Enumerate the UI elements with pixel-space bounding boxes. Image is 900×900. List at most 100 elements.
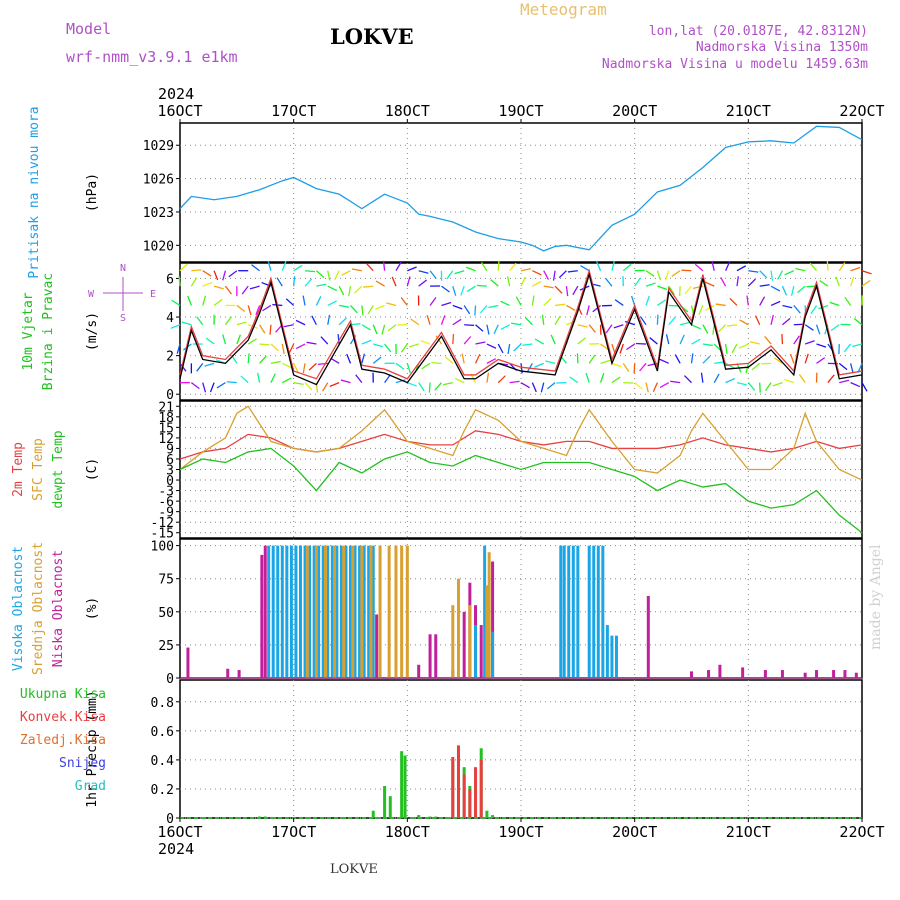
wind-arrow [304, 278, 313, 287]
legend-label-precip: Snijeg [59, 756, 106, 771]
wind-arrow [670, 380, 681, 384]
bar-cloud-high_cloud [610, 635, 614, 678]
bar-cloud-high_cloud [317, 545, 321, 678]
wind-arrow [440, 315, 446, 325]
wind-arrow [475, 324, 484, 332]
bar-cloud-high_cloud [576, 545, 580, 678]
wind-arrow [178, 276, 181, 287]
bar-cloud-mid_cloud [468, 605, 472, 678]
wind-arrow [179, 263, 188, 272]
wind-arrow [736, 265, 747, 272]
wind-arrow [781, 334, 784, 345]
wind-arrow [418, 382, 425, 392]
y-tick-label-temp: 3 [166, 464, 174, 479]
x-tick-label-bottom: 21OCT [726, 823, 771, 841]
wind-arrow [338, 317, 347, 326]
legend-label-pressure: Pritisak na nivou mora [27, 106, 42, 278]
wind-arrow [668, 285, 675, 295]
wind-arrow [452, 285, 457, 296]
y-tick-label-cloud: 100 [151, 540, 174, 555]
wind-arrow [241, 285, 249, 295]
wind-arrow [431, 361, 442, 364]
bar-cloud-high_cloud [483, 545, 487, 678]
wind-arrow [420, 340, 431, 345]
wind-arrow [276, 277, 283, 287]
wind-arrow [497, 375, 506, 384]
wind-arrow [213, 270, 219, 281]
wind-arrow [181, 321, 192, 326]
bar-cloud-high_cloud [312, 545, 316, 678]
wind-arrow [770, 270, 774, 281]
wind-arrow [497, 260, 500, 271]
wind-arrow [213, 285, 224, 290]
wind-arrow [426, 314, 431, 325]
wind-arrow [534, 362, 544, 368]
wind-arrow [441, 285, 450, 293]
wind-arrow [729, 297, 738, 306]
wind-arrow [267, 260, 272, 271]
wind-arrow [507, 343, 511, 355]
bar-cloud-high_cloud [321, 545, 325, 678]
wind-arrow [843, 343, 852, 353]
y-tick-label-cloud: 0 [166, 672, 174, 687]
wind-arrow [205, 337, 215, 345]
wind-arrow [782, 304, 793, 309]
wind-arrow [338, 285, 345, 296]
wind-arrow [269, 324, 272, 335]
wind-arrow [372, 356, 382, 364]
wind-arrow [486, 358, 497, 364]
wind-arrow [531, 382, 537, 393]
wind-arrow [725, 377, 735, 384]
wind-arrow [588, 324, 596, 333]
wind-arrow [509, 380, 520, 384]
wind-arrow [442, 381, 453, 386]
wind-arrow [639, 316, 647, 326]
wind-arrow [355, 374, 363, 384]
bar-cloud-high_cloud [362, 545, 366, 678]
wind-arrow [315, 270, 325, 278]
wind-arrow [382, 260, 386, 271]
wind-arrow [262, 304, 272, 312]
wind-arrow [444, 356, 454, 364]
wind-arrow [463, 336, 472, 345]
wind-arrow [830, 324, 840, 332]
wind-arrow [213, 298, 223, 306]
wind-arrow [630, 295, 636, 306]
wind-arrow [236, 304, 246, 312]
legend-label-cloud: Niska Oblacnost [51, 550, 66, 667]
wind-arrow [236, 321, 247, 326]
bar-cloud-high_cloud [587, 545, 591, 678]
wind-arrow [599, 372, 605, 383]
wind-arrow [466, 285, 476, 293]
wind-arrow [645, 382, 649, 393]
wind-arrow [259, 324, 266, 334]
bar-cloud-low_cloud [718, 664, 722, 678]
legend-label-cloud: Srednja Oblacnost [31, 542, 46, 675]
wind-arrow [304, 270, 316, 273]
wind-arrow [764, 382, 772, 392]
wind-arrow [375, 280, 385, 287]
bar-cloud-high_cloud [367, 545, 371, 678]
wind-arrow [773, 357, 783, 364]
wind-arrow [777, 270, 784, 280]
bar-cloud-low_cloud [854, 672, 858, 678]
wind-arrow [611, 362, 622, 368]
wind-key-label: S [120, 313, 126, 324]
wind-arrow [826, 260, 829, 271]
y-tick-label-temp: 15 [158, 421, 174, 436]
bar-cloud-mid_cloud [333, 545, 337, 678]
wind-arrow [795, 267, 806, 272]
bar-precip-precip_total [400, 751, 404, 818]
bar-cloud-high_cloud [298, 545, 302, 678]
bar-cloud-high_cloud [294, 545, 298, 678]
wind-arrow [500, 324, 510, 331]
wind-arrow [270, 373, 276, 383]
bar-cloud-high_cloud [339, 545, 343, 678]
legend-label-temp: 2m Temp [11, 442, 26, 497]
x-tick-label-top: 20OCT [612, 102, 657, 120]
wind-arrow [558, 270, 567, 279]
wind-arrow [247, 353, 250, 364]
wind-arrow [513, 343, 522, 352]
wind-arrow [454, 270, 465, 275]
